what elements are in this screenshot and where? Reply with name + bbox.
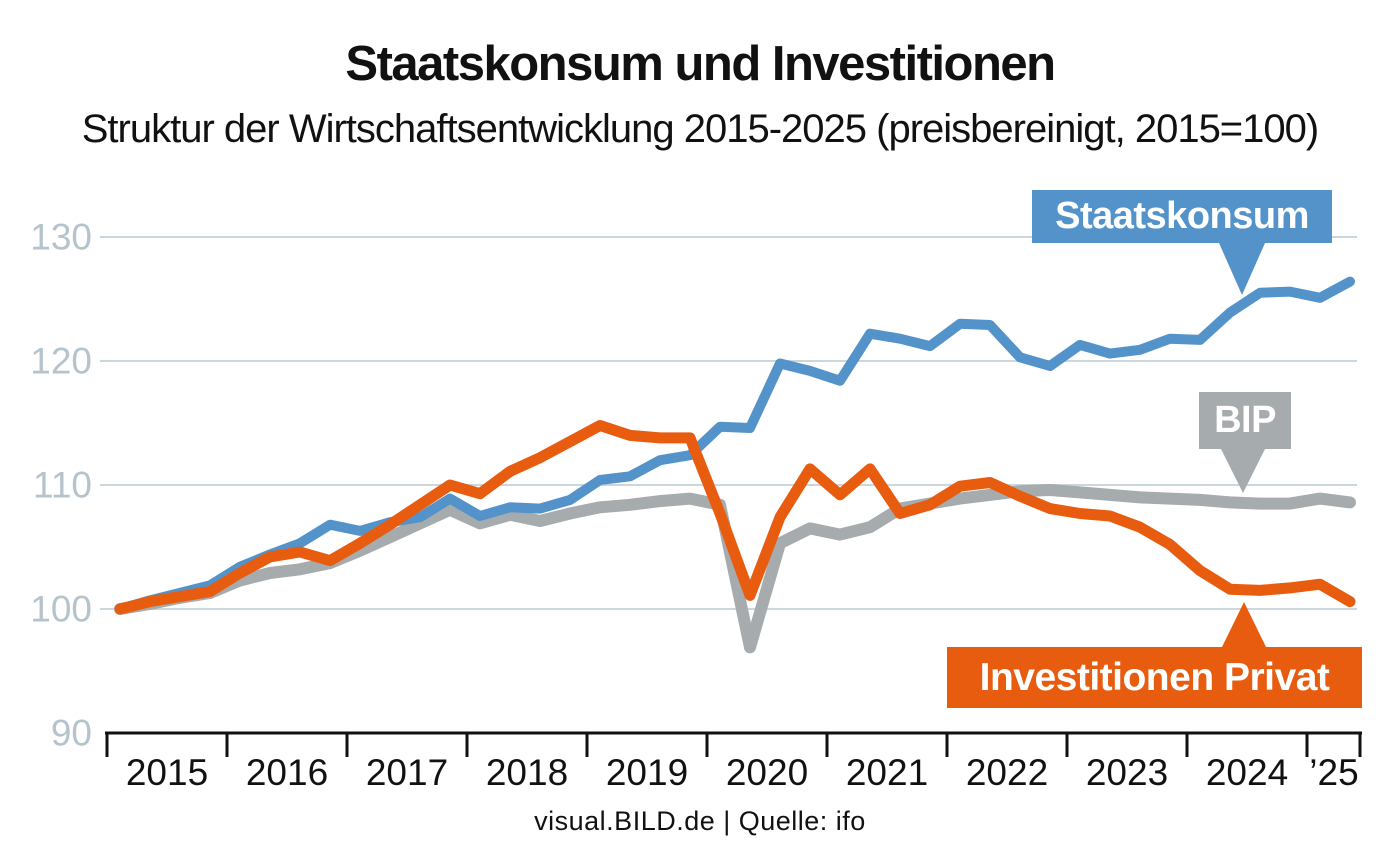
callout-staatskonsum-label: Staatskonsum xyxy=(1055,195,1309,237)
x-tick-label: 2023 xyxy=(1086,752,1168,793)
y-tick-label: 110 xyxy=(33,465,92,506)
arrow-up-icon xyxy=(1222,602,1266,647)
x-tick-label: 2021 xyxy=(846,752,928,793)
callout-investitionen-label: Investitionen Privat xyxy=(979,655,1330,699)
y-tick-label: 120 xyxy=(30,341,92,382)
source-credit: visual.BILD.de | Quelle: ifo xyxy=(534,806,866,836)
x-tick-label: 2018 xyxy=(486,752,568,793)
chart-title: Staatskonsum und Investitionen xyxy=(345,37,1056,91)
x-tick-label: 2022 xyxy=(966,752,1048,793)
x-tick-label: 2020 xyxy=(726,752,808,793)
y-tick-label: 100 xyxy=(30,589,92,630)
x-tick-label: 2019 xyxy=(606,752,688,793)
x-tick-label: ’25 xyxy=(1309,752,1358,793)
callout-bip: BIP xyxy=(1199,392,1291,493)
x-tick-label: 2024 xyxy=(1206,752,1288,793)
x-tick-label: 2016 xyxy=(246,752,328,793)
series-line-investitionen-privat xyxy=(114,420,1356,615)
x-tick-label: 2017 xyxy=(366,752,448,793)
callout-bip-label: BIP xyxy=(1214,399,1276,441)
y-tick-label: 130 xyxy=(30,217,92,258)
callout-investitionen-privat: Investitionen Privat xyxy=(947,602,1362,708)
chart-subtitle: Struktur der Wirtschaftsentwicklung 2015… xyxy=(81,107,1319,151)
arrow-down-icon xyxy=(1221,449,1265,493)
series-line-staatskonsum xyxy=(115,276,1355,614)
y-tick-label: 90 xyxy=(51,713,92,754)
x-tick-label: 2015 xyxy=(126,752,208,793)
arrow-down-icon xyxy=(1219,243,1265,295)
callout-staatskonsum: Staatskonsum xyxy=(1032,190,1332,295)
